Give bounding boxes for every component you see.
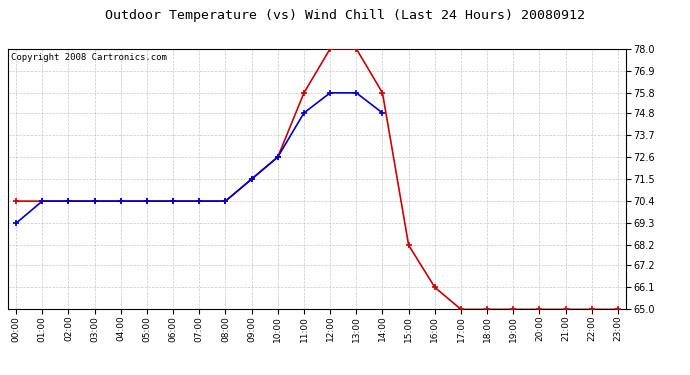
Text: Copyright 2008 Cartronics.com: Copyright 2008 Cartronics.com — [11, 53, 167, 62]
Text: Outdoor Temperature (vs) Wind Chill (Last 24 Hours) 20080912: Outdoor Temperature (vs) Wind Chill (Las… — [105, 9, 585, 22]
